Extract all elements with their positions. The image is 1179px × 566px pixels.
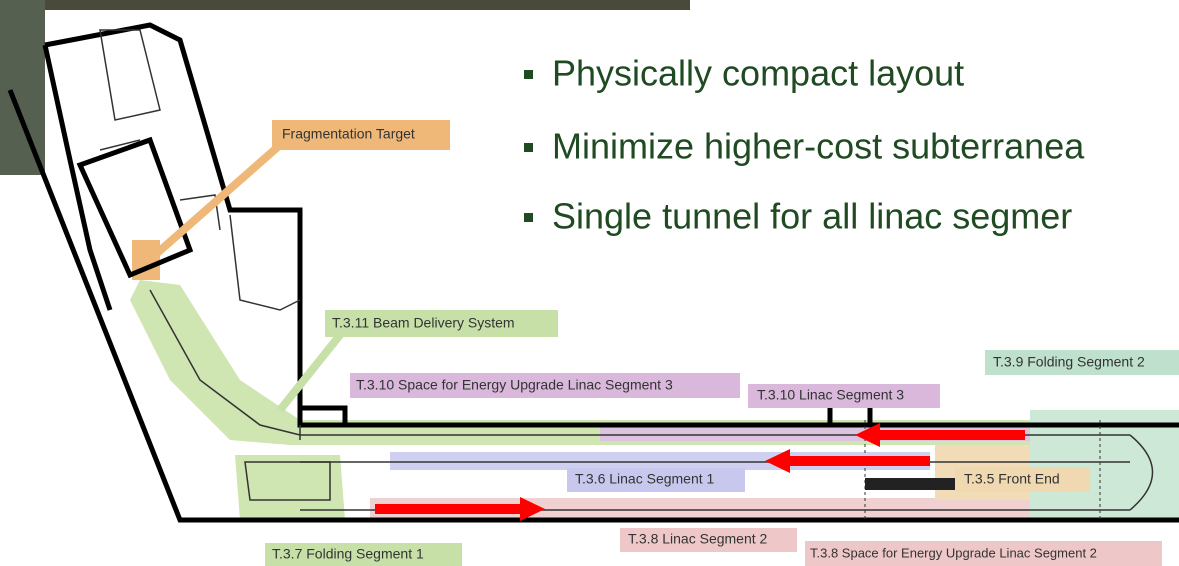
label: T.3.9 Folding Segment 2 xyxy=(993,354,1145,370)
bullet-mark xyxy=(524,143,533,152)
label: T.3.10 Linac Segment 3 xyxy=(757,387,904,403)
bullet: Physically compact layout xyxy=(552,53,964,94)
bullet-mark xyxy=(524,213,533,222)
label-box xyxy=(955,467,1090,492)
bullet: Minimize higher-cost subterranea xyxy=(552,126,1085,167)
label-box xyxy=(620,528,797,552)
label: T.3.6 Linac Segment 1 xyxy=(575,471,715,487)
bullet: Single tunnel for all linac segmer xyxy=(552,196,1072,237)
label: Fragmentation Target xyxy=(282,126,415,142)
label: T.3.8 Space for Energy Upgrade Linac Seg… xyxy=(810,545,1097,560)
equipment xyxy=(865,478,955,490)
leader xyxy=(276,332,344,413)
label: T.3.7 Folding Segment 1 xyxy=(272,546,424,562)
label-box xyxy=(748,384,940,408)
leader xyxy=(152,141,283,259)
folding-1-region xyxy=(235,455,345,520)
label-box xyxy=(567,468,745,492)
label: T.3.11 Beam Delivery System xyxy=(332,315,515,331)
arrows xyxy=(375,423,1025,521)
label-box xyxy=(325,310,558,337)
label-box xyxy=(265,543,462,566)
photo-strip xyxy=(0,0,690,10)
label: T.3.10 Space for Energy Upgrade Linac Se… xyxy=(356,377,673,393)
photo-strip xyxy=(0,0,45,175)
label-box xyxy=(272,120,450,150)
label: T.3.5 Front End xyxy=(964,471,1060,487)
bullet-mark xyxy=(524,70,533,79)
segment-2-region xyxy=(370,498,1120,518)
folding-2-region xyxy=(1030,410,1179,520)
beam-region xyxy=(130,280,1030,445)
label-box xyxy=(985,350,1179,375)
label: T.3.8 Linac Segment 2 xyxy=(628,531,768,547)
label-box xyxy=(350,373,740,398)
label-box xyxy=(805,541,1162,566)
